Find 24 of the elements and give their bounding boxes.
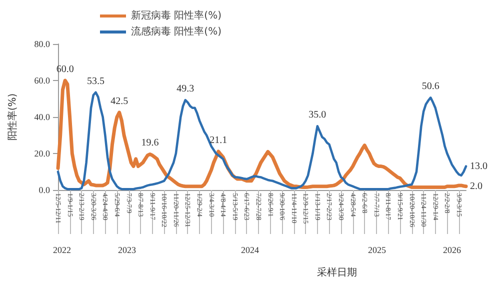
text: 2022 xyxy=(53,245,71,255)
data-label: 21.1 xyxy=(210,134,228,146)
data-label: 60.0 xyxy=(56,64,74,75)
y-tick-label: 0.0 xyxy=(38,185,50,195)
data-label: 50.6 xyxy=(422,81,440,92)
legend-label: 新冠病毒 阳性率(%) xyxy=(131,10,222,22)
y-tick-label: 60.0 xyxy=(34,76,50,86)
data-label: 53.5 xyxy=(86,76,104,87)
y-axis-title: 阳性率(%) xyxy=(6,93,18,141)
data-label: 49.3 xyxy=(176,84,194,95)
x-axis-title: 采样日期 xyxy=(317,266,357,278)
text: 2024 xyxy=(241,245,260,255)
y-tick-label: 20.0 xyxy=(34,148,50,158)
text: 2026 xyxy=(443,245,462,255)
text: 2023 xyxy=(118,245,136,255)
y-tick-label: 80.0 xyxy=(34,39,50,49)
data-label: 35.0 xyxy=(308,110,326,121)
data-label: 19.6 xyxy=(141,138,159,149)
text: 2025 xyxy=(368,245,386,255)
data-label: 13.0 xyxy=(470,160,488,172)
y-tick-label: 40.0 xyxy=(34,112,50,122)
legend-label: 流感病毒 阳性率(%) xyxy=(131,26,222,38)
data-label: 42.5 xyxy=(110,96,128,107)
data-label: 2.0 xyxy=(470,180,482,192)
